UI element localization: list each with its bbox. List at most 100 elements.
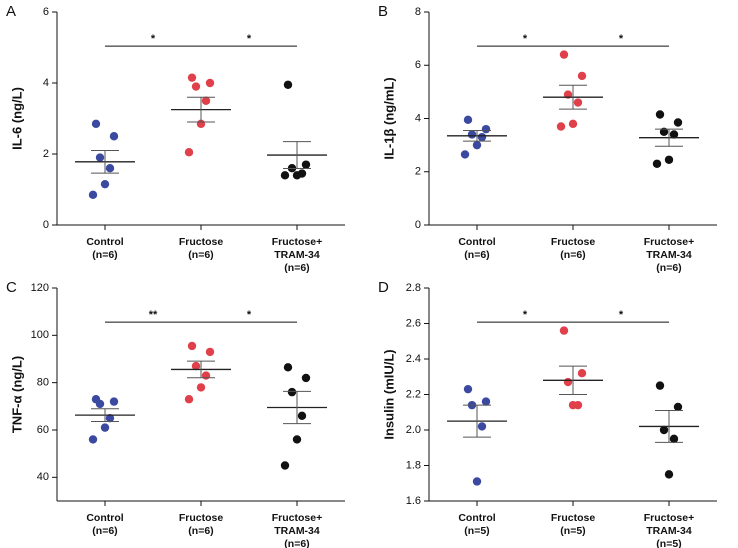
x-tick-label: (n=6) <box>284 262 309 274</box>
data-point <box>481 124 491 134</box>
data-point <box>301 160 311 169</box>
data-point <box>463 384 473 394</box>
data-point <box>559 50 569 59</box>
data-point <box>205 78 215 88</box>
y-tick-label: 4 <box>43 77 49 89</box>
data-point <box>477 132 487 142</box>
x-tick-label: Fructose+ <box>272 236 322 248</box>
data-point <box>201 96 211 105</box>
x-tick-label: Fructose+ <box>272 512 322 524</box>
data-point <box>280 461 290 470</box>
data-point <box>280 171 290 180</box>
y-tick-label: 2 <box>43 148 49 160</box>
y-tick-label: 1.8 <box>406 459 421 471</box>
y-tick-label: 4 <box>415 112 421 124</box>
data-point <box>184 395 194 404</box>
data-point <box>205 347 215 357</box>
y-tick-label: 1.6 <box>406 495 421 507</box>
data-point <box>95 399 105 409</box>
x-tick-label: (n=5) <box>464 525 489 537</box>
data-point <box>283 80 293 89</box>
y-tick-label: 2.8 <box>406 282 421 294</box>
data-point <box>568 400 578 410</box>
x-tick-label: Fructose <box>179 512 224 524</box>
data-point <box>88 190 98 200</box>
y-axis-label: IL-1β (ng/mL) <box>381 77 396 159</box>
data-point <box>669 434 679 444</box>
y-tick-label: 6 <box>43 6 49 18</box>
x-tick-label: (n=6) <box>188 249 213 261</box>
significance-label: * <box>151 33 156 45</box>
significance-label: * <box>247 309 252 321</box>
significance-label: * <box>619 33 624 45</box>
data-point <box>105 413 115 423</box>
data-point <box>556 122 566 131</box>
data-point <box>95 153 105 162</box>
panel-letter: C <box>6 279 17 296</box>
data-point <box>191 82 201 91</box>
data-point <box>652 159 662 168</box>
x-tick-label: (n=6) <box>92 525 117 537</box>
y-tick-label: 2.4 <box>406 353 421 365</box>
data-point <box>297 411 307 420</box>
data-point <box>201 371 211 380</box>
y-tick-label: 60 <box>37 424 49 436</box>
data-point <box>577 71 587 81</box>
data-point <box>472 140 482 150</box>
x-tick-label: (n=6) <box>188 525 213 537</box>
y-tick-label: 120 <box>31 282 49 294</box>
data-point <box>187 73 197 82</box>
panel: AIL-6 (ng/L)0246Control(n=6)Fructose(n=6… <box>6 3 345 274</box>
data-point <box>283 363 293 372</box>
x-tick-label: Control <box>86 236 123 248</box>
panel: D Insulin (mIU/L) 1.6 1.8 2.0 2.2 2.4 2.6 2.8 Con… <box>378 279 717 548</box>
data-point <box>655 110 665 119</box>
data-point <box>91 119 101 129</box>
data-point <box>673 118 683 127</box>
data-point <box>568 119 578 129</box>
data-point <box>559 326 569 335</box>
data-point <box>184 148 194 157</box>
x-tick-label: Control <box>86 512 123 524</box>
x-tick-label: TRAM-34 <box>274 525 320 537</box>
y-axis-label: TNF-α (ng/L) <box>9 356 24 433</box>
y-tick-label: 8 <box>415 6 421 18</box>
panel-letter: A <box>6 3 16 20</box>
x-tick-label: Fructose+ <box>644 236 694 248</box>
significance-label: * <box>523 309 528 321</box>
data-point <box>292 171 302 180</box>
data-point <box>659 425 669 435</box>
data-point <box>460 150 470 159</box>
data-point <box>477 422 487 431</box>
significance-label: ** <box>149 309 158 321</box>
y-axis-label: Insulin (mIU/L) <box>381 349 396 439</box>
y-tick-label: 2.6 <box>406 317 421 329</box>
data-point <box>481 397 491 406</box>
y-axis-label: IL-6 (ng/L) <box>9 87 24 150</box>
significance-label: * <box>619 309 624 321</box>
data-point <box>88 435 98 444</box>
y-tick-label: 2 <box>415 166 421 178</box>
x-tick-label: (n=5) <box>656 538 681 548</box>
x-tick-label: Fructose <box>551 236 596 248</box>
panel-letter: B <box>378 3 388 20</box>
x-tick-label: (n=6) <box>92 249 117 261</box>
x-tick-label: (n=5) <box>560 525 585 537</box>
data-point <box>573 98 583 107</box>
data-point <box>463 115 473 125</box>
data-point <box>655 381 665 390</box>
data-point <box>664 155 674 164</box>
data-point <box>105 164 115 173</box>
x-tick-label: Control <box>458 512 495 524</box>
data-point <box>109 397 119 406</box>
data-point <box>100 179 110 189</box>
x-tick-label: Fructose <box>179 236 224 248</box>
y-tick-label: 0 <box>43 219 49 231</box>
x-tick-label: (n=6) <box>560 249 585 261</box>
data-point <box>664 470 674 479</box>
data-point <box>659 127 669 137</box>
data-point <box>196 383 206 392</box>
data-point <box>669 130 679 139</box>
data-point <box>563 377 573 387</box>
data-point <box>467 130 477 139</box>
